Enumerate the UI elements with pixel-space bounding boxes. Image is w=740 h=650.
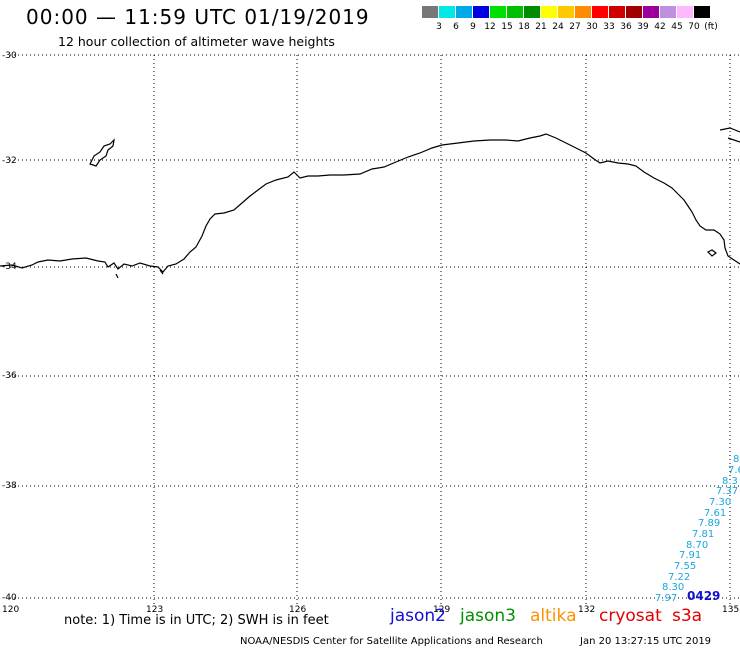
scale-label: 39 [637, 22, 649, 32]
lat-label: -38 [2, 481, 17, 491]
lat-label: -32 [2, 156, 17, 166]
scale-label: 9 [470, 22, 476, 32]
wave-height-value: 7.22 [668, 572, 691, 583]
satellite-legend-cryosat: cryosat [599, 606, 662, 626]
scale-swatch-13 [643, 6, 659, 18]
wave-height-value: 7.91 [679, 550, 702, 561]
wave-height-value: 7.30 [709, 497, 732, 508]
scale-swatch-4 [490, 6, 506, 18]
scale-swatch-2 [456, 6, 472, 18]
lat-label: -40 [2, 593, 17, 603]
scale-swatch-1 [439, 6, 455, 18]
wave-height-value: 8.3 [722, 476, 738, 487]
scale-swatch-3 [473, 6, 489, 18]
australia-coastline [0, 133, 740, 273]
satellite-legend-s3a: s3a [672, 606, 703, 626]
scale-label: 3 [436, 22, 442, 32]
scale-label: 36 [620, 22, 632, 32]
scale-swatch-9 [575, 6, 591, 18]
wave-height-value: 7.6 [728, 465, 740, 476]
map-subtitle: 12 hour collection of altimeter wave hei… [58, 34, 335, 49]
wave-height-value: 7.89 [698, 518, 721, 529]
satellite-legend-jason3: jason3 [460, 606, 516, 626]
lat-label: -34 [2, 262, 17, 272]
scale-label: 42 [654, 22, 666, 32]
scale-label: 12 [484, 22, 496, 32]
scale-swatch-7 [541, 6, 557, 18]
scale-swatch-5 [507, 6, 523, 18]
wave-height-value: 8.30 [662, 582, 685, 593]
footer-credit: NOAA/NESDIS Center for Satellite Applica… [240, 636, 543, 647]
footer-timestamp: Jan 20 13:27:15 UTC 2019 [580, 636, 712, 647]
scale-swatch-8 [558, 6, 574, 18]
scale-label: 33 [603, 22, 615, 32]
scale-label: 27 [569, 22, 581, 32]
lat-label: -36 [2, 371, 17, 381]
recherche-island-coastline [89, 138, 115, 167]
scale-label: 45 [671, 22, 683, 32]
lat-label: -30 [2, 51, 17, 61]
lon-label: 123 [146, 605, 164, 615]
lon-label: 126 [289, 605, 307, 615]
map-grid [10, 54, 740, 604]
map-title: 00:00 — 11:59 UTC 01/19/2019 [26, 5, 370, 29]
scale-label: 24 [552, 22, 564, 32]
scale-label: 18 [518, 22, 530, 32]
scale-swatch-15 [677, 6, 693, 18]
scale-swatch-12 [626, 6, 642, 18]
scale-swatch-14 [660, 6, 676, 18]
lon-label: 120 [2, 605, 20, 615]
wave-height-value: 8.70 [686, 540, 709, 551]
yorke-peninsula-coastline [719, 127, 740, 143]
lon-label: 129 [433, 605, 451, 615]
satellite-legend-altika: altika [530, 606, 577, 626]
wave-height-value: 7.97 [655, 593, 678, 604]
satellite-pass-time: 0429 [687, 589, 721, 603]
wave-height-value: 7.55 [674, 561, 697, 572]
wave-height-value: 8 [733, 454, 740, 465]
small-island-marks [115, 269, 164, 279]
scale-swatch-16 [694, 6, 710, 18]
scale-label: 15 [501, 22, 513, 32]
kangaroo-island-coastline [706, 249, 717, 257]
wave-height-value: 7.37 [716, 486, 739, 497]
scale-label: 70 [688, 22, 700, 32]
scale-label: 6 [453, 22, 459, 32]
scale-unit-label: (ft) [704, 22, 718, 32]
lon-label: 135 [722, 605, 740, 615]
satellite-legend-jason2: jason2 [390, 606, 446, 626]
footer-note: note: 1) Time is in UTC; 2) SWH is in fe… [64, 613, 329, 628]
scale-swatch-0 [422, 6, 438, 18]
scale-swatch-10 [592, 6, 608, 18]
scale-label: 21 [535, 22, 547, 32]
wave-height-value: 7.81 [692, 529, 715, 540]
scale-swatch-11 [609, 6, 625, 18]
scale-swatch-6 [524, 6, 540, 18]
scale-label: 30 [586, 22, 598, 32]
lon-label: 132 [578, 605, 596, 615]
wave-height-value: 7.61 [704, 508, 727, 519]
